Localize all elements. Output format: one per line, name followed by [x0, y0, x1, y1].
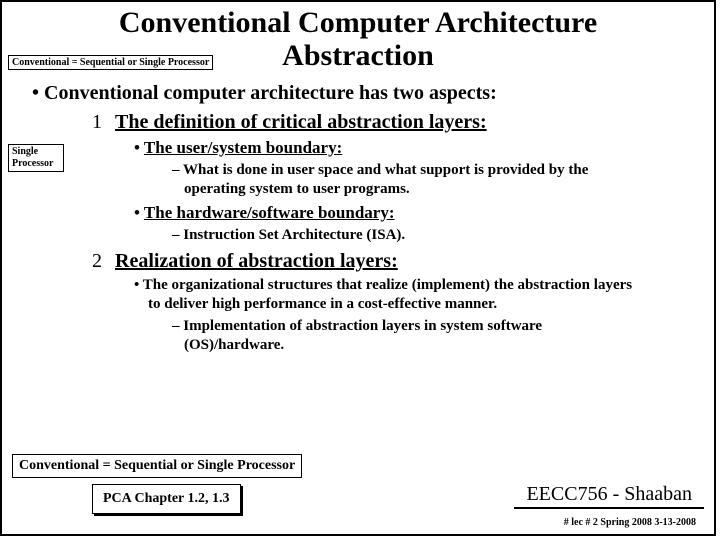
slide-frame: Conventional Computer Architecture Abstr… — [0, 0, 716, 536]
course-text: EECC756 - Shaaban — [526, 483, 692, 505]
item1-sub1-dash: – What is done in user space and what su… — [172, 161, 628, 199]
item2-number: 2 — [92, 250, 110, 273]
top-note-box: Conventional = Sequential or Single Proc… — [8, 55, 213, 70]
course-underline — [514, 507, 704, 509]
item1-sub2-dash: – Instruction Set Architecture (ISA). — [172, 226, 628, 245]
item1-sub1-text: The user/system boundary: — [144, 138, 342, 157]
side-note-box: Single Processor — [8, 144, 64, 172]
bullet-dot: • — [134, 138, 144, 157]
item1-sub2: • The hardware/software boundary: — [134, 203, 688, 223]
item2-sub1: • The organizational structures that rea… — [134, 276, 648, 314]
item2-text: Realization of abstraction layers: — [115, 250, 398, 272]
item1-number: 1 — [92, 111, 110, 134]
title-line-2: Abstraction — [282, 39, 434, 72]
footer-note-box: Conventional = Sequential or Single Proc… — [12, 454, 302, 478]
chapter-box: PCA Chapter 1.2, 1.3 — [92, 484, 241, 514]
bullet-dot: • — [134, 203, 144, 222]
item1-sub2-text: The hardware/software boundary: — [144, 203, 395, 222]
content-area: • Conventional computer architecture has… — [2, 82, 714, 354]
numbered-item-1: 1 The definition of critical abstraction… — [92, 111, 688, 134]
item2-sub1-dash: – Implementation of abstraction layers i… — [172, 317, 628, 355]
main-bullet: • Conventional computer architecture has… — [32, 82, 688, 105]
item1-text: The definition of critical abstraction l… — [115, 111, 487, 133]
item1-sub1: • The user/system boundary: — [134, 138, 688, 158]
title-line-1: Conventional Computer Architecture — [119, 6, 597, 39]
course-label: EECC756 - Shaaban — [518, 481, 700, 508]
slide-meta: # lec # 2 Spring 2008 3-13-2008 — [564, 517, 696, 528]
numbered-item-2: 2 Realization of abstraction layers: — [92, 250, 688, 273]
